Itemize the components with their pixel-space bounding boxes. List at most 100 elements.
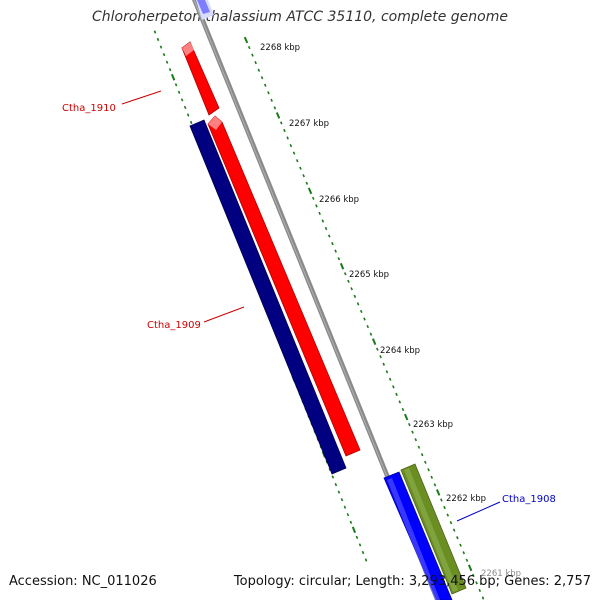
- ruler-tick: [170, 73, 176, 81]
- ruler-tick: [472, 573, 475, 578]
- ruler-tick: [251, 53, 254, 57]
- ruler-tick: [305, 181, 309, 185]
- ruler-tick: [411, 430, 414, 434]
- ruler-tick: [286, 136, 289, 140]
- ruler-tick: [414, 438, 418, 442]
- ruler-tick: [315, 204, 318, 208]
- ruler-tick: [440, 498, 443, 502]
- ruler-tick: [459, 543, 462, 547]
- ruler-tick: [331, 241, 334, 246]
- ruler-tick: [311, 196, 315, 200]
- ruler-tick: [337, 257, 341, 261]
- svg-text:Ctha_1908: Ctha_1908: [502, 494, 556, 505]
- ruler-tick: [364, 558, 368, 562]
- ruler-tick: [403, 413, 409, 421]
- ruler-tick: [263, 83, 267, 87]
- ruler-tick: [358, 543, 362, 547]
- gene-label-ctha-1910[interactable]: Ctha_1910: [62, 90, 162, 114]
- ruler-label: 2261 kbp: [481, 569, 521, 579]
- ruler-tick: [379, 355, 382, 359]
- ruler-tick: [318, 211, 321, 216]
- ruler-tick: [435, 489, 441, 496]
- ruler-tick: [376, 347, 379, 351]
- ruler-tick: [324, 226, 328, 231]
- ruler-tick: [346, 513, 350, 517]
- ruler-tick: [369, 332, 373, 336]
- ruler-tick: [334, 249, 337, 253]
- ruler-tick: [424, 460, 427, 464]
- ruler-tick: [343, 505, 347, 509]
- ruler-tick: [359, 309, 363, 314]
- ruler-tick: [339, 262, 345, 270]
- ruler-tick: [247, 45, 251, 50]
- ruler-tick: [388, 377, 392, 381]
- ruler-tick: [186, 113, 190, 117]
- ruler-tick: [283, 128, 286, 133]
- svg-text:Ctha_1910: Ctha_1910: [62, 103, 116, 114]
- ruler-tick: [275, 112, 281, 119]
- gene-ctha-1909[interactable]: [207, 115, 361, 457]
- ruler-tick: [295, 159, 299, 163]
- map-title: Chloroherpeton thalassium ATCC 35110, co…: [92, 9, 508, 25]
- ruler-tick: [168, 68, 172, 72]
- ruler-tick: [183, 105, 187, 110]
- ruler-tick: [478, 588, 482, 593]
- ruler-tick: [443, 505, 446, 510]
- ruler-tick: [349, 520, 353, 524]
- ruler-tick: [180, 98, 184, 102]
- ruler-tick: [340, 498, 344, 502]
- ruler-tick: [475, 581, 478, 585]
- ruler-tick: [395, 392, 398, 397]
- ruler-tick: [321, 219, 325, 223]
- ruler-tick: [331, 475, 335, 479]
- ruler-tick: [177, 90, 181, 94]
- ruler-tick: [452, 528, 456, 532]
- ruler-label: 2264 kbp: [380, 346, 420, 356]
- feature-olive: [400, 463, 467, 595]
- gene-ctha-1908[interactable]: [383, 471, 453, 600]
- ruler-label: 2267 kbp: [289, 119, 329, 129]
- ruler-tick: [270, 98, 273, 102]
- ruler-tick: [302, 174, 305, 178]
- ruler-tick: [153, 30, 157, 34]
- ruler-tick: [467, 564, 473, 572]
- ruler-tick: [417, 445, 421, 449]
- ruler-tick: [159, 45, 163, 49]
- ruler-tick: [299, 166, 302, 170]
- ruler-tick: [243, 36, 249, 44]
- ruler-tick: [254, 60, 257, 65]
- ruler-tick: [355, 535, 359, 540]
- ruler-tick: [371, 338, 377, 345]
- ruler-label: 2266 kbp: [319, 195, 359, 205]
- gene-label-ctha-1909[interactable]: Ctha_1909: [147, 306, 245, 331]
- feature-navy: [189, 119, 347, 475]
- ruler-tick: [257, 68, 261, 72]
- ruler-tick: [382, 362, 386, 366]
- gene-ctha-1910[interactable]: [181, 41, 220, 116]
- ruler-tick: [433, 483, 437, 487]
- ruler-tick: [165, 60, 169, 64]
- ruler-tick: [273, 106, 277, 110]
- ruler-tick: [162, 52, 166, 57]
- ruler-tick: [462, 551, 466, 555]
- genome-summary-text: Topology: circular; Length: 3,293,456 bp…: [233, 574, 591, 589]
- gene-label-ctha-1908[interactable]: Ctha_1908: [456, 494, 556, 522]
- ruler-labels: 2268 kbp 2267 kbp 2266 kbp 2265 kbp 2264…: [260, 43, 521, 579]
- ruler-tick: [351, 526, 357, 534]
- ruler-tick: [481, 596, 485, 600]
- ruler-tick: [350, 287, 353, 291]
- ruler-label: 2268 kbp: [260, 43, 300, 53]
- ruler-tick: [307, 187, 313, 195]
- ruler-tick: [456, 536, 459, 540]
- ruler-tick: [449, 520, 453, 525]
- ruler-label: 2265 kbp: [349, 270, 389, 280]
- ruler-tick: [337, 490, 341, 494]
- ruler-tick: [334, 482, 338, 487]
- ruler-tick: [356, 302, 360, 306]
- ruler-tick: [343, 272, 347, 276]
- ruler-tick: [446, 513, 450, 517]
- ruler-tick: [392, 385, 395, 389]
- ruler-tick: [156, 37, 160, 42]
- ruler-tick: [327, 234, 331, 238]
